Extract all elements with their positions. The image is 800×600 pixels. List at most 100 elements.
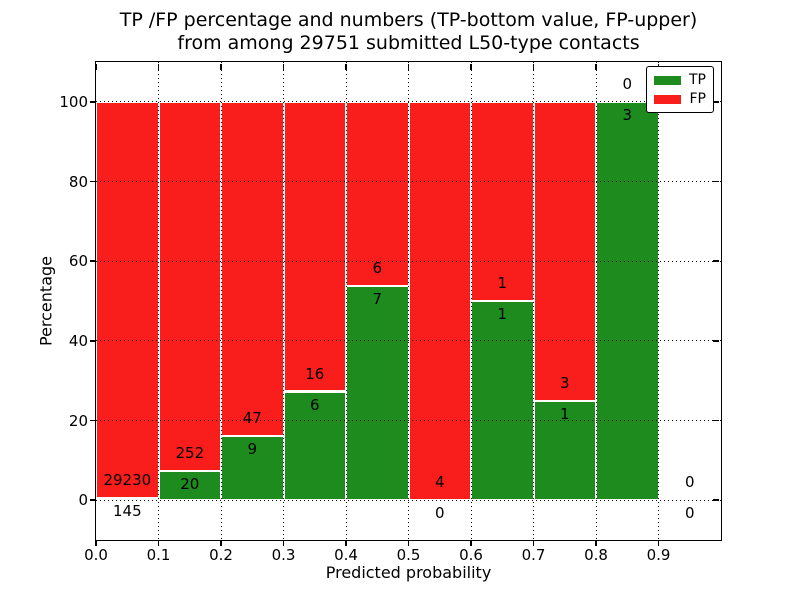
gridline-vertical — [345, 62, 347, 540]
fp-bar-segment — [533, 101, 596, 401]
y-axis-right-tick — [713, 340, 720, 342]
gridline-vertical — [283, 62, 284, 540]
x-tick-label: 0.2 — [209, 546, 233, 564]
fp-bar-segment — [408, 101, 471, 501]
fp-bar-segment — [158, 101, 221, 471]
x-axis-top-tick — [95, 63, 97, 70]
tp-bar-segment — [221, 436, 284, 501]
x-tick-label: 0.0 — [84, 546, 108, 564]
x-axis-top-tick — [345, 63, 347, 70]
fp-bar-segment — [283, 101, 346, 392]
x-axis-top-tick — [282, 63, 285, 70]
tp-bar-segment — [283, 391, 346, 501]
y-axis-tick — [90, 340, 96, 342]
fp-count-label: 6 — [372, 258, 383, 277]
tp-bar-segment — [346, 285, 409, 501]
x-tick-label: 0.9 — [646, 546, 671, 564]
y-axis-right-tick — [713, 260, 720, 262]
y-axis-label: Percentage — [36, 255, 56, 347]
y-axis-tick — [90, 180, 96, 183]
fp-count-label: 0 — [685, 473, 695, 492]
y-axis-tick — [90, 499, 96, 501]
x-tick-label: 0.4 — [334, 546, 358, 564]
fp-count-label: 47 — [242, 409, 262, 428]
gridline-vertical — [470, 62, 472, 540]
fp-bar-segment — [96, 101, 159, 499]
tp-count-label: 0 — [685, 504, 695, 523]
x-axis-tick — [657, 540, 660, 546]
fp-count-label: 3 — [560, 373, 570, 392]
y-axis-right-tick — [713, 101, 720, 103]
y-tick-label: 20 — [68, 411, 88, 430]
fp-count-label: 0 — [622, 74, 633, 93]
x-axis-tick — [532, 540, 535, 546]
x-axis-tick — [345, 540, 347, 546]
x-tick-label: 0.8 — [584, 546, 608, 564]
gridline-vertical — [533, 62, 534, 540]
gridline-vertical — [658, 62, 659, 540]
fp-count-label: 1 — [497, 274, 508, 293]
y-axis-tick — [90, 260, 96, 262]
x-axis-tick — [470, 540, 472, 546]
y-tick-label: 60 — [68, 252, 88, 271]
tp-count-label: 1 — [560, 404, 570, 423]
y-tick-label: 40 — [68, 331, 88, 350]
y-tick-label: 0 — [78, 491, 88, 510]
fp-swatch-icon — [654, 94, 681, 104]
x-axis-label: Predicted probability — [325, 563, 492, 582]
tp-count-label: 9 — [247, 440, 258, 459]
gridline-vertical — [220, 62, 222, 540]
x-axis-tick — [157, 540, 160, 546]
y-tick-label: 80 — [68, 172, 88, 191]
x-axis-top-tick — [220, 63, 222, 70]
x-axis-tick — [407, 540, 410, 546]
tp-bar-segment — [596, 101, 659, 501]
chart-title-line1: TP /FP percentage and numbers (TP-bottom… — [119, 9, 698, 31]
legend-item-fp: FP — [654, 92, 706, 106]
y-axis-right-tick — [713, 180, 720, 183]
x-tick-label: 0.1 — [146, 546, 171, 564]
fp-bar-segment — [471, 101, 534, 301]
y-axis-right-tick — [713, 499, 720, 501]
tp-count-label: 20 — [180, 474, 200, 493]
y-axis-right-tick — [713, 419, 720, 422]
tp-count-label: 1 — [497, 304, 508, 323]
gridline-vertical — [408, 62, 409, 540]
fp-count-label: 16 — [305, 364, 325, 383]
x-axis-top-tick — [595, 63, 597, 70]
x-axis-top-tick — [157, 63, 160, 70]
chart-title-line2: from among 29751 submitted L50-type cont… — [177, 32, 640, 54]
x-axis-top-tick — [532, 63, 535, 70]
tp-swatch-icon — [654, 75, 681, 85]
x-axis-tick — [220, 540, 222, 546]
x-tick-label: 0.7 — [521, 546, 546, 564]
gridline-vertical — [595, 62, 597, 540]
x-axis-tick — [95, 540, 97, 546]
x-axis-tick — [595, 540, 597, 546]
tp-count-label: 145 — [112, 502, 142, 521]
tp-count-label: 3 — [622, 105, 633, 124]
legend-item-tp: TP — [654, 73, 706, 87]
legend-label-tp: TP — [689, 72, 706, 88]
x-tick-label: 0.3 — [271, 546, 296, 564]
x-axis-top-tick — [407, 63, 410, 70]
fp-count-label: 4 — [435, 473, 445, 492]
tp-count-label: 7 — [372, 289, 383, 308]
chart-title: TP /FP percentage and numbers (TP-bottom… — [96, 9, 721, 55]
tp-count-label: 6 — [310, 395, 320, 414]
legend: TP FP — [646, 66, 714, 113]
y-axis-tick — [90, 101, 96, 103]
y-tick-label: 100 — [59, 92, 88, 111]
legend-label-fp: FP — [689, 91, 707, 107]
tp-count-label: 0 — [435, 504, 445, 523]
fp-count-label: 29230 — [103, 471, 152, 490]
tp-bar-segment — [471, 301, 534, 501]
gridline-vertical — [158, 62, 159, 540]
y-axis-tick — [90, 419, 96, 422]
tp-bar-segment — [158, 470, 221, 501]
x-tick-label: 0.5 — [396, 546, 421, 564]
fp-count-label: 252 — [175, 444, 205, 462]
fp-bar-segment — [221, 101, 284, 437]
x-axis-top-tick — [470, 63, 472, 70]
